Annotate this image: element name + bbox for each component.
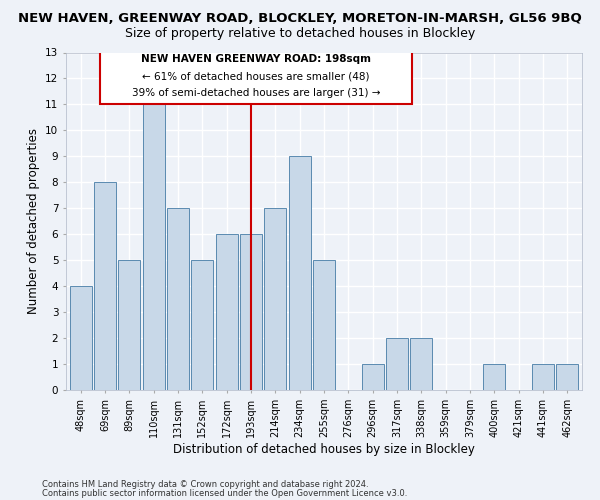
Bar (532, 364, 554, 390)
Bar (94, 182, 116, 390)
X-axis label: Distribution of detached houses by size in Blockley: Distribution of detached houses by size … (173, 442, 475, 456)
Bar (289, 156, 311, 390)
Bar (118, 260, 140, 390)
Bar (362, 364, 383, 390)
Text: ← 61% of detached houses are smaller (48): ← 61% of detached houses are smaller (48… (142, 71, 370, 81)
Bar (556, 364, 578, 390)
FancyBboxPatch shape (100, 48, 412, 104)
Text: Size of property relative to detached houses in Blockley: Size of property relative to detached ho… (125, 28, 475, 40)
Bar (191, 260, 213, 390)
Bar (240, 234, 262, 390)
Bar (215, 234, 238, 390)
Text: NEW HAVEN GREENWAY ROAD: 198sqm: NEW HAVEN GREENWAY ROAD: 198sqm (141, 54, 371, 64)
Bar (167, 208, 189, 390)
Text: Contains HM Land Registry data © Crown copyright and database right 2024.: Contains HM Land Registry data © Crown c… (42, 480, 368, 489)
Text: 39% of semi-detached houses are larger (31) →: 39% of semi-detached houses are larger (… (131, 88, 380, 98)
Bar (143, 104, 164, 390)
Text: Contains public sector information licensed under the Open Government Licence v3: Contains public sector information licen… (42, 488, 407, 498)
Text: NEW HAVEN, GREENWAY ROAD, BLOCKLEY, MORETON-IN-MARSH, GL56 9BQ: NEW HAVEN, GREENWAY ROAD, BLOCKLEY, MORE… (18, 12, 582, 26)
Bar (265, 208, 286, 390)
Bar (410, 338, 433, 390)
Bar (386, 338, 408, 390)
Bar (313, 260, 335, 390)
Y-axis label: Number of detached properties: Number of detached properties (26, 128, 40, 314)
Bar (484, 364, 505, 390)
Bar (70, 286, 92, 390)
